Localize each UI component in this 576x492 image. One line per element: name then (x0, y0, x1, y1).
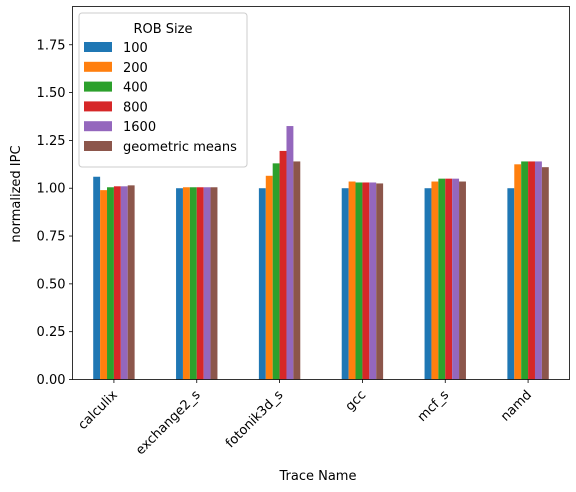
x-tick-label: gcc (343, 388, 370, 415)
y-tick-label: 0.25 (37, 325, 66, 340)
bar (459, 181, 466, 380)
x-tick-label: mcf_s (415, 388, 452, 425)
legend-label: 1600 (123, 120, 156, 135)
bar (182, 187, 190, 380)
bar (431, 181, 439, 380)
y-axis-label: normalized IPC (9, 145, 24, 242)
bar (514, 164, 522, 380)
bar (541, 167, 549, 380)
bars (93, 126, 549, 380)
bar (210, 187, 218, 380)
x-tick-label: exchange2_s (133, 388, 204, 459)
legend-swatch (84, 121, 112, 132)
y-tick-label: 1.75 (37, 38, 66, 53)
bar (438, 178, 446, 380)
bar (196, 187, 204, 380)
legend-swatch (84, 101, 112, 112)
legend-label: geometric means (123, 140, 237, 155)
legend-label: 800 (123, 100, 148, 115)
legend-items: 100 200 400 800 1600 geometric means (84, 41, 237, 155)
bar (279, 150, 287, 380)
bar (534, 161, 542, 380)
bar (203, 187, 211, 380)
bar (258, 188, 266, 380)
y-tick-label: 0.50 (37, 277, 66, 292)
bar (120, 186, 128, 380)
bar (293, 161, 301, 380)
y-tick-label: 1.50 (37, 86, 66, 101)
bar (445, 178, 453, 380)
x-tick-label: namd (498, 388, 535, 425)
bar (376, 183, 384, 380)
y-tick-label: 0.75 (37, 230, 66, 245)
legend-label: 100 (123, 41, 148, 56)
y-tick-label: 1.00 (37, 182, 66, 197)
bar (127, 185, 135, 380)
plot-area-frame (72, 6, 570, 380)
x-tick-label: calculix (75, 388, 120, 433)
x-axis-ticks: calculix exchange2_s fotonik3d_s gcc mcf_s na… (75, 379, 535, 459)
bar (272, 163, 280, 380)
bar (369, 182, 377, 380)
legend-frame (78, 12, 248, 168)
bar (265, 175, 273, 380)
legend-swatch (84, 61, 112, 72)
bar (362, 182, 370, 380)
legend-swatch (84, 141, 112, 151)
legend-swatch (84, 42, 112, 52)
bar (348, 181, 356, 380)
bar (189, 187, 197, 380)
bar (521, 161, 529, 380)
bar (424, 188, 432, 380)
legend-label: 200 (123, 61, 148, 76)
y-axis-ticks: 0.00 0.25 0.50 0.75 1.00 1.25 1.50 1.75 (37, 38, 73, 388)
y-tick-label: 0.00 (37, 373, 66, 388)
bar (355, 182, 363, 380)
bar (113, 186, 121, 380)
legend-title: ROB Size (133, 22, 192, 37)
bar (507, 188, 515, 380)
bar (93, 176, 101, 380)
legend-label: 400 (123, 81, 148, 96)
bar (286, 126, 294, 380)
x-axis-label: Trace Name (279, 469, 357, 484)
bar (452, 178, 460, 380)
bar (341, 188, 349, 380)
x-tick-label: fotonik3d_s (223, 388, 287, 452)
legend: ROB Size 100 200 400 800 1600 geometric means (78, 12, 248, 168)
y-tick-label: 1.25 (37, 134, 66, 149)
bar (528, 161, 535, 380)
bar (100, 190, 108, 380)
legend-swatch (84, 81, 112, 92)
bar (107, 187, 114, 380)
bar (176, 188, 183, 380)
